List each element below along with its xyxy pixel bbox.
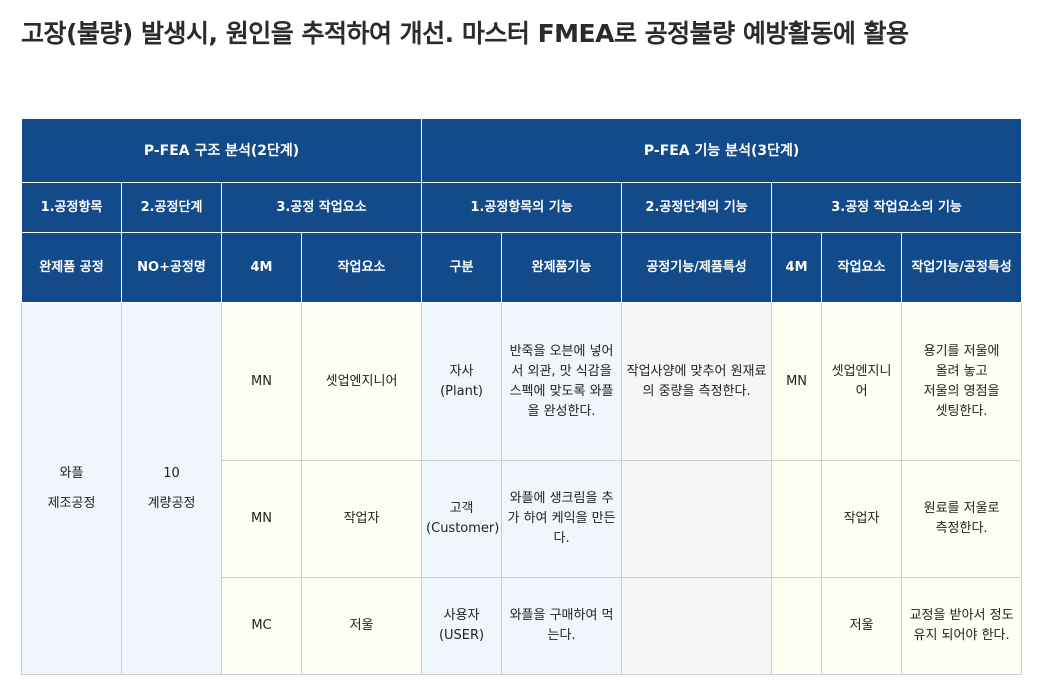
category-cell: 고객 (Customer) <box>421 460 503 578</box>
col-process-function: 공정기능/제품특성 <box>621 232 773 303</box>
function-analysis-header: P-FEA 기능 분석(3단계) <box>421 118 1023 183</box>
fourm-cell: MC <box>221 577 302 675</box>
group-header-row: P-FEA 구조 분석(2단계) P-FEA 기능 분석(3단계) <box>20 118 1023 183</box>
table-row: MN 작업자 고객 (Customer) 와플에 생크림을 추가 하여 케익을 … <box>22 460 1023 578</box>
process-function-cell: 작업사양에 맞추어 원재료의 중량을 측정한다. <box>621 302 773 461</box>
finished-process-cell: 와플 제조공정 <box>21 302 122 675</box>
table-row: MC 저울 사용자 (USER) 와플을 구매하여 먹는다. 저울 교정을 받아… <box>22 577 1023 675</box>
process-step-cell: 10 계량공정 <box>121 302 222 675</box>
col-no-process-name: NO+공정명 <box>121 232 222 303</box>
process-item-header: 1.공정항목 <box>21 182 122 233</box>
work-element-cell: 작업자 <box>300 460 423 578</box>
table-row: 와플 제조공정 10 계량공정 MN 셋업엔지니어 자사 (Plant) 반죽을… <box>21 302 1023 675</box>
col-4m-b: 4M <box>771 232 823 303</box>
pfmea-analysis-table: P-FEA 구조 분석(2단계) P-FEA 기능 분석(3단계) 1.공정항목… <box>20 118 1023 675</box>
fourm-b-cell <box>771 460 823 578</box>
col-4m: 4M <box>221 232 302 303</box>
fourm-b-cell <box>771 577 823 675</box>
work-element-header: 3.공정 작업요소 <box>220 182 423 233</box>
process-function-cell <box>621 577 773 675</box>
work-element-b-cell: 저울 <box>821 577 903 675</box>
work-element-b-cell: 작업자 <box>821 460 903 578</box>
process-function-cell <box>621 460 773 578</box>
fourm-b-cell: MN <box>771 302 823 461</box>
fourm-cell: MN <box>221 460 302 578</box>
column-header-row: 완제품 공정 NO+공정명 4M 작업요소 구분 완제품기능 공정기능/제품특성… <box>21 232 1023 303</box>
col-finished-function: 완제품기능 <box>501 232 623 303</box>
fourm-cell: MN <box>221 302 302 461</box>
work-element-b-cell: 셋업엔지니어 <box>821 302 903 461</box>
finished-function-cell: 와플에 생크림을 추가 하여 케익을 만든다. <box>501 460 623 578</box>
finished-function-cell: 와플을 구매하여 먹는다. <box>501 577 623 675</box>
page-title: 고장(불량) 발생시, 원인을 추적하여 개선. 마스터 FMEA로 공정불량 … <box>21 19 909 48</box>
process-step-header: 2.공정단계 <box>121 182 222 233</box>
work-element-cell: 저울 <box>300 577 423 675</box>
process-item-function-header: 1.공정항목의 기능 <box>421 182 623 233</box>
col-finished-process: 완제품 공정 <box>21 232 122 303</box>
col-work-function: 작업기능/공정특성 <box>901 232 1023 303</box>
finished-function-cell: 반죽을 오븐에 넣어서 외관, 맛 식감을 스펙에 맞도록 와플을 완성한다. <box>501 302 623 461</box>
structure-analysis-header: P-FEA 구조 분석(2단계) <box>20 118 423 183</box>
col-work-element: 작업요소 <box>300 232 423 303</box>
category-cell: 자사 (Plant) <box>421 302 503 461</box>
work-element-function-header: 3.공정 작업요소의 기능 <box>771 182 1023 233</box>
sub-header-row: 1.공정항목 2.공정단계 3.공정 작업요소 1.공정항목의 기능 2.공정단… <box>21 182 1023 233</box>
process-step-function-header: 2.공정단계의 기능 <box>621 182 773 233</box>
work-function-cell: 교정을 받아서 정도 유지 되어야 한다. <box>901 577 1023 675</box>
col-category: 구분 <box>421 232 503 303</box>
category-cell: 사용자 (USER) <box>421 577 503 675</box>
work-function-cell: 용기를 저울에 올려 놓고 저울의 영점을 셋팅한다. <box>901 302 1023 461</box>
col-work-element-b: 작업요소 <box>821 232 903 303</box>
work-element-cell: 셋업엔지니어 <box>300 302 423 461</box>
work-function-cell: 원료를 저울로 측정한다. <box>901 460 1023 578</box>
